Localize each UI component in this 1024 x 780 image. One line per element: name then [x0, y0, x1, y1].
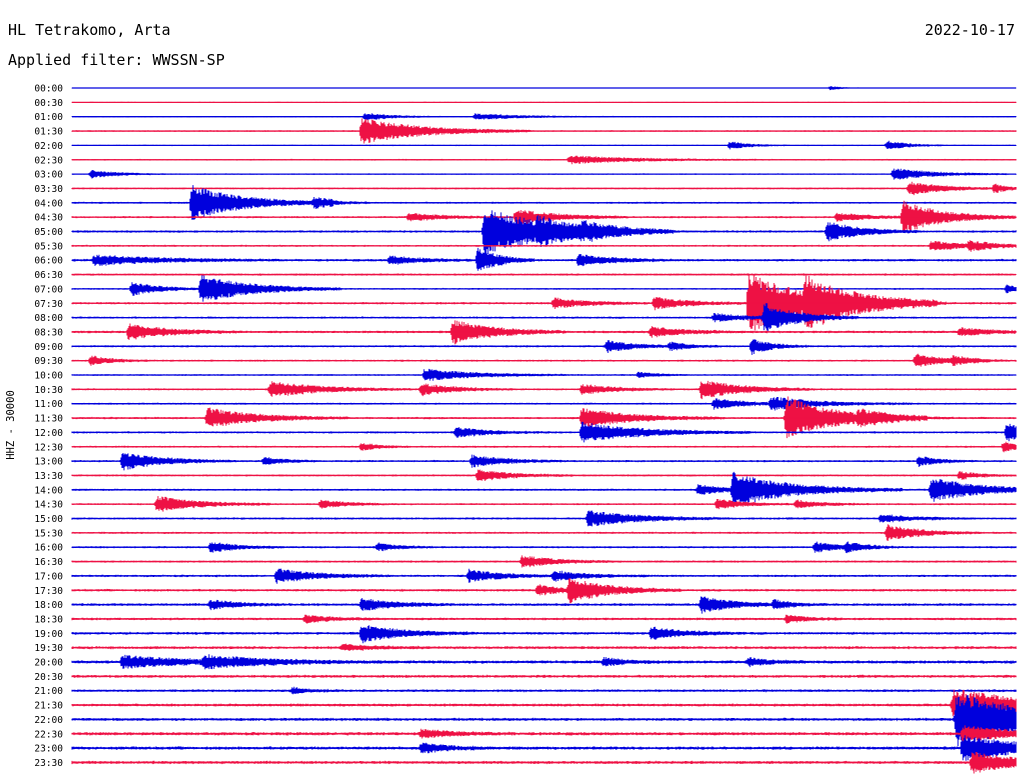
row-time-label: 02:30: [34, 155, 63, 166]
y-axis-label: HHZ - 30000: [5, 390, 17, 460]
row-time-label: 08:00: [34, 313, 63, 324]
row-time-label: 03:30: [34, 184, 63, 195]
trace-row-1900: [71, 625, 1017, 644]
row-time-label: 12:30: [34, 442, 63, 453]
row-time-label: 08:30: [34, 327, 63, 338]
row-time-label: 09:30: [34, 356, 63, 367]
row-time-label: 09:00: [34, 342, 63, 353]
row-time-label: 14:00: [34, 485, 63, 496]
row-time-label: 10:30: [34, 385, 63, 396]
row-time-label: 20:30: [34, 672, 63, 683]
row-time-label: 19:00: [34, 629, 63, 640]
row-time-label: 21:30: [34, 701, 63, 712]
row-time-label: 23:00: [34, 744, 63, 755]
row-time-label: 13:30: [34, 471, 63, 482]
row-time-label: 07:00: [34, 284, 63, 295]
trace-group: [71, 86, 1017, 774]
row-time-label: 18:30: [34, 614, 63, 625]
row-time-label: 11:00: [34, 399, 63, 410]
row-time-label: 06:00: [34, 256, 63, 267]
row-time-label: 04:30: [34, 213, 63, 224]
row-time-label: 00:00: [34, 84, 63, 95]
row-time-label: 06:30: [34, 270, 63, 281]
channel-label: HHZ - 30000: [5, 390, 17, 460]
row-time-label: 01:00: [34, 112, 63, 123]
filter-label: Applied filter: WWSSN-SP: [8, 51, 225, 69]
row-time-label: 19:30: [34, 643, 63, 654]
row-time-label: 01:30: [34, 127, 63, 138]
row-time-label: 13:00: [34, 457, 63, 468]
station-title: HL Tetrakomo, Arta: [8, 21, 171, 39]
row-time-label: 17:00: [34, 571, 63, 582]
row-time-label: 11:30: [34, 414, 63, 425]
trace-row-2200: [71, 695, 1017, 747]
row-time-label: 05:30: [34, 241, 63, 252]
row-time-label: 10:00: [34, 371, 63, 382]
row-time-label: 18:00: [34, 600, 63, 611]
row-time-label: 22:30: [34, 729, 63, 740]
row-time-label: 16:00: [34, 543, 63, 554]
trace-row-0600: [71, 247, 1017, 271]
row-time-label: 22:00: [34, 715, 63, 726]
row-time-label: 05:00: [34, 227, 63, 238]
row-time-label: 04:00: [34, 198, 63, 209]
row-time-label: 00:30: [34, 98, 63, 109]
row-time-label: 23:30: [34, 758, 63, 769]
row-time-label: 21:00: [34, 686, 63, 697]
row-time-label: 14:30: [34, 500, 63, 511]
row-label-group: 00:00 00:30 01:00 01:30 02:00 02:30 03:00 03:30…: [34, 84, 63, 769]
row-time-label: 16:30: [34, 557, 63, 568]
row-time-label: 20:00: [34, 658, 63, 669]
row-time-label: 17:30: [34, 586, 63, 597]
row-time-label: 15:30: [34, 528, 63, 539]
row-time-label: 03:00: [34, 170, 63, 181]
row-time-label: 07:30: [34, 299, 63, 310]
row-time-label: 15:00: [34, 514, 63, 525]
date-label: 2022-10-17: [924, 21, 1015, 39]
row-time-label: 12:00: [34, 428, 63, 439]
trace-row-0900: [71, 339, 1017, 355]
row-time-label: 02:00: [34, 141, 63, 152]
